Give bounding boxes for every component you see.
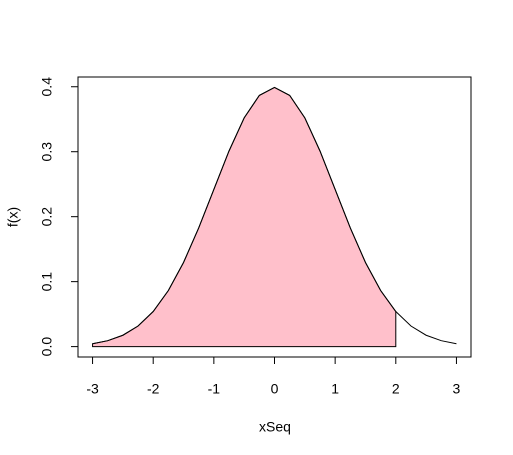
x-tick-label: -1 [208, 381, 221, 397]
x-tick-label: 3 [453, 381, 461, 397]
y-tick-label: 0.1 [39, 272, 55, 292]
y-tick-label: 0.0 [39, 337, 55, 357]
y-tick-label: 0.3 [39, 142, 55, 162]
shaded-area [92, 86, 397, 348]
x-tick-label: 2 [392, 381, 400, 397]
y-axis-label: f(x) [5, 207, 21, 227]
x-axis-label: xSeq [259, 419, 291, 435]
x-tick-label: -3 [86, 381, 99, 397]
y-tick-label: 0.2 [39, 207, 55, 227]
y-tick-label: 0.4 [39, 77, 55, 97]
x-tick-label: -2 [147, 381, 160, 397]
x-tick-label: 1 [331, 381, 339, 397]
x-tick-label: 0 [271, 381, 279, 397]
density-line [92, 86, 457, 345]
